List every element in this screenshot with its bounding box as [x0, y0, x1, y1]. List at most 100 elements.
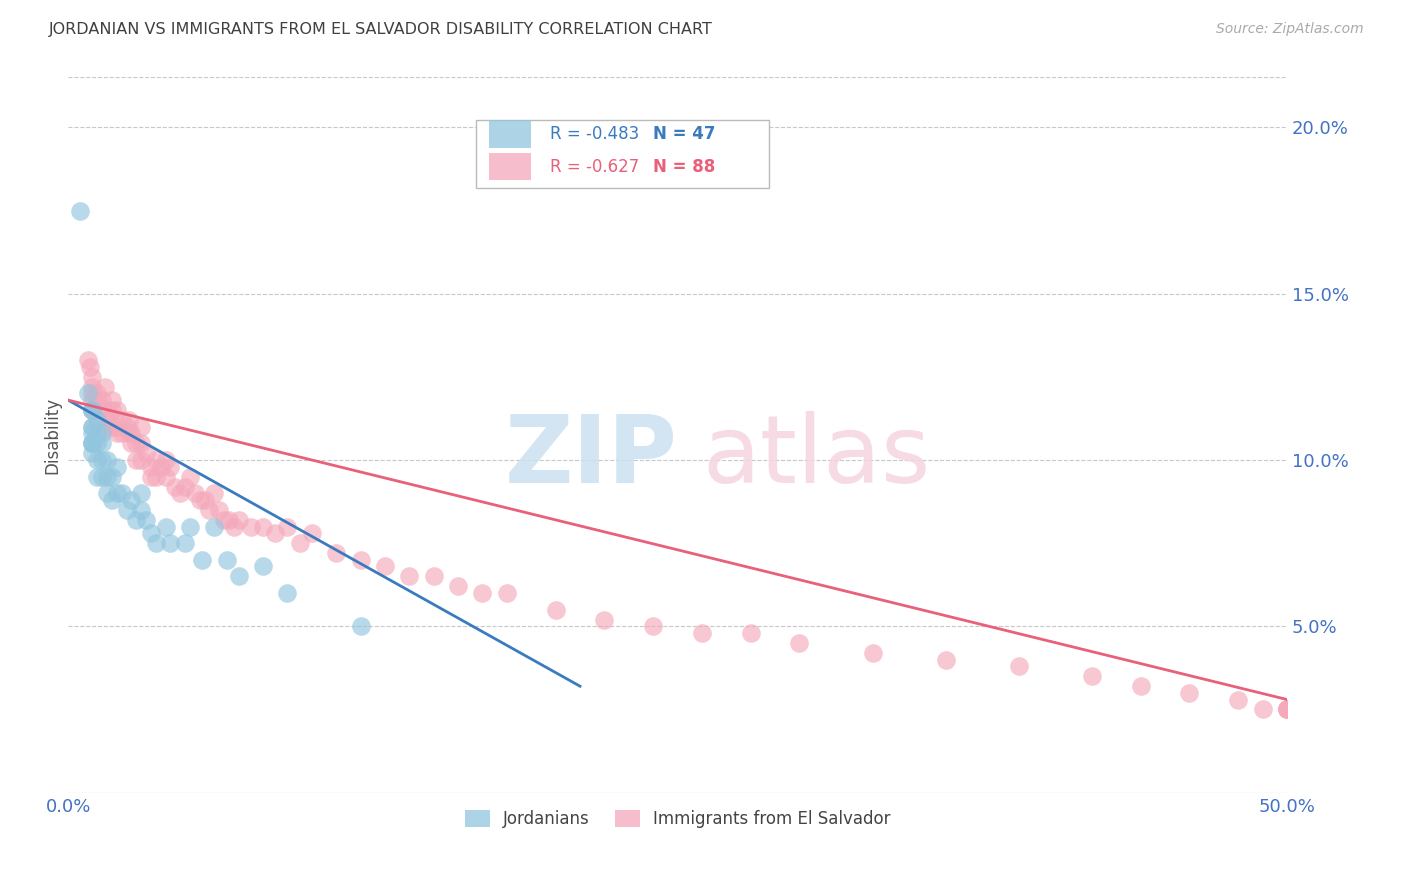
Point: [82, 403, 104, 417]
Point: [91, 393, 114, 408]
Point: [145, 469, 167, 483]
Point: [91, 469, 114, 483]
Point: [222, 519, 245, 533]
Text: R = -0.627: R = -0.627: [550, 158, 638, 176]
Point: [101, 403, 124, 417]
Point: [374, 559, 396, 574]
Point: [111, 486, 134, 500]
Point: [82, 426, 104, 441]
Point: [120, 436, 142, 450]
Point: [89, 403, 111, 417]
Point: [135, 446, 157, 460]
Point: [86, 393, 108, 408]
Point: [96, 413, 118, 427]
Point: [179, 519, 201, 533]
Point: [91, 436, 114, 450]
Point: [288, 536, 311, 550]
Point: [86, 426, 108, 441]
Point: [194, 492, 217, 507]
Point: [125, 513, 148, 527]
Point: [159, 536, 181, 550]
Point: [276, 519, 298, 533]
Point: [101, 419, 124, 434]
Point: [105, 403, 128, 417]
Point: [184, 486, 207, 500]
Point: [155, 519, 177, 533]
Point: [215, 553, 238, 567]
Point: [82, 436, 104, 450]
Point: [139, 469, 162, 483]
Point: [169, 486, 191, 500]
Point: [174, 480, 197, 494]
Point: [935, 652, 957, 666]
Point: [139, 459, 162, 474]
Point: [86, 469, 108, 483]
Point: [471, 586, 494, 600]
Point: [105, 486, 128, 500]
Point: [101, 469, 124, 483]
Point: [1275, 702, 1298, 716]
Point: [86, 386, 108, 401]
Point: [1275, 702, 1298, 716]
Text: R = -0.483: R = -0.483: [550, 125, 638, 143]
Point: [86, 436, 108, 450]
Point: [1129, 679, 1152, 693]
Text: N = 47: N = 47: [654, 125, 716, 143]
Point: [690, 626, 713, 640]
Point: [129, 453, 152, 467]
Text: JORDANIAN VS IMMIGRANTS FROM EL SALVADOR DISABILITY CORRELATION CHART: JORDANIAN VS IMMIGRANTS FROM EL SALVADOR…: [49, 22, 713, 37]
Point: [1275, 702, 1298, 716]
Point: [96, 486, 118, 500]
Point: [125, 436, 148, 450]
Text: ZIP: ZIP: [505, 410, 678, 502]
Point: [1008, 659, 1031, 673]
Point: [101, 393, 124, 408]
Point: [120, 426, 142, 441]
Point: [93, 380, 115, 394]
Point: [105, 419, 128, 434]
Point: [135, 513, 157, 527]
Point: [91, 426, 114, 441]
Point: [447, 579, 470, 593]
Point: [228, 569, 250, 583]
Point: [129, 503, 152, 517]
Point: [239, 519, 262, 533]
Bar: [488, 120, 531, 147]
Point: [129, 436, 152, 450]
Point: [276, 586, 298, 600]
Point: [91, 453, 114, 467]
Point: [159, 459, 181, 474]
Point: [129, 486, 152, 500]
Point: [252, 519, 274, 533]
Point: [264, 526, 287, 541]
Point: [82, 446, 104, 460]
Point: [76, 386, 98, 401]
Point: [105, 459, 128, 474]
Point: [82, 369, 104, 384]
Point: [76, 353, 98, 368]
Point: [174, 536, 197, 550]
Point: [86, 413, 108, 427]
Point: [188, 492, 211, 507]
Bar: [488, 153, 531, 180]
Point: [96, 453, 118, 467]
Point: [1251, 702, 1274, 716]
Point: [165, 480, 187, 494]
Point: [96, 419, 118, 434]
Point: [82, 393, 104, 408]
Point: [82, 403, 104, 417]
Point: [1081, 669, 1104, 683]
Point: [593, 613, 616, 627]
Point: [149, 459, 172, 474]
Point: [179, 469, 201, 483]
Point: [129, 419, 152, 434]
Point: [111, 413, 134, 427]
Point: [118, 426, 141, 441]
Point: [252, 559, 274, 574]
Point: [115, 419, 138, 434]
Point: [145, 453, 167, 467]
Point: [643, 619, 665, 633]
Point: [82, 419, 104, 434]
Text: Source: ZipAtlas.com: Source: ZipAtlas.com: [1216, 22, 1364, 37]
Point: [212, 513, 235, 527]
